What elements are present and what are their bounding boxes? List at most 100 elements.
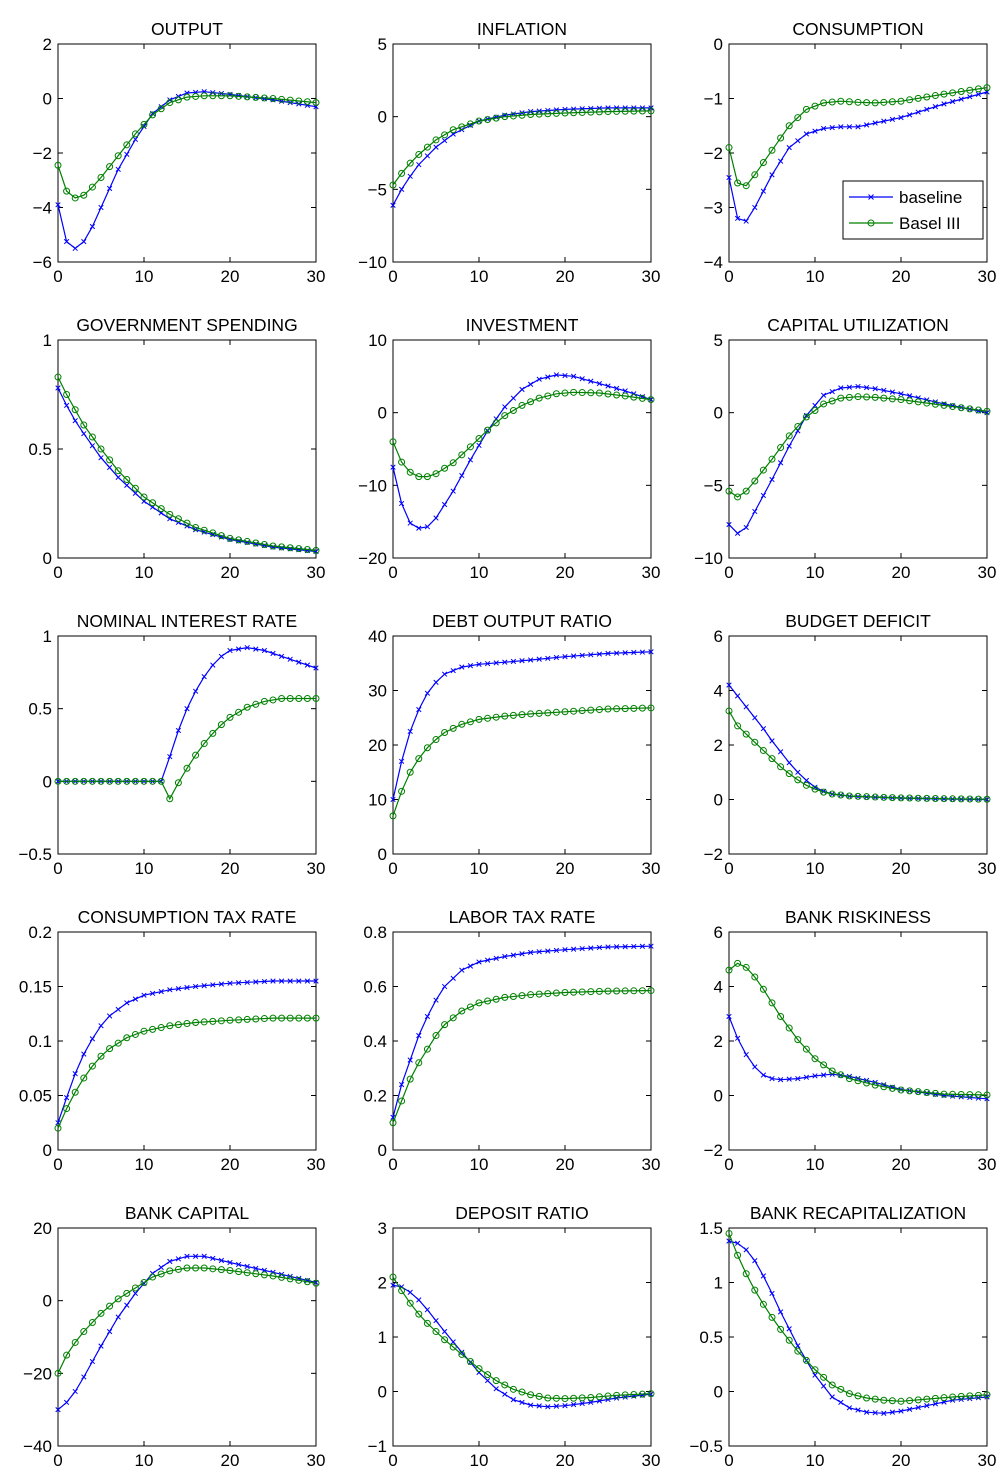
- data-point-x: [613, 650, 620, 656]
- data-point-x: [441, 501, 448, 508]
- data-point-o: [742, 182, 750, 190]
- data-point-o: [157, 1024, 165, 1032]
- data-point-o: [604, 108, 612, 116]
- x-tick-label: 0: [388, 1451, 397, 1470]
- data-point-x: [287, 978, 293, 984]
- series-baseline: [55, 1253, 319, 1413]
- data-point-o: [278, 1014, 286, 1022]
- data-point-x: [570, 946, 577, 952]
- data-point-o: [544, 110, 552, 118]
- data-point-x: [906, 1406, 913, 1412]
- data-point-o: [854, 792, 862, 800]
- x-tick-label: 20: [221, 859, 240, 878]
- y-tick-label: −10: [358, 253, 387, 272]
- data-point-o: [166, 1022, 174, 1030]
- data-point-o: [295, 545, 303, 553]
- y-tick-label: 0.8: [363, 923, 387, 942]
- data-point-o: [406, 159, 414, 167]
- data-point-o: [802, 1045, 810, 1053]
- data-point-o: [578, 389, 586, 397]
- data-point-o: [794, 1347, 802, 1355]
- series-baseline: [726, 89, 990, 224]
- data-point-x: [812, 402, 818, 409]
- data-point-o: [759, 746, 767, 754]
- data-point-o: [638, 394, 646, 402]
- data-point-x: [227, 647, 233, 654]
- data-point-o: [621, 107, 629, 115]
- data-point-o: [949, 89, 957, 97]
- data-point-o: [54, 161, 62, 169]
- data-point-x: [820, 1072, 827, 1078]
- data-point-o: [149, 1025, 157, 1033]
- data-point-x: [106, 464, 113, 471]
- data-point-o: [888, 1397, 896, 1405]
- data-point-x: [605, 105, 611, 111]
- data-point-o: [235, 708, 243, 716]
- data-point-o: [647, 987, 655, 995]
- data-point-o: [854, 1392, 862, 1400]
- data-point-o: [595, 1393, 603, 1401]
- data-point-o: [871, 99, 879, 107]
- data-point-o: [837, 791, 845, 799]
- data-point-o: [200, 1018, 208, 1026]
- data-point-o: [777, 444, 785, 452]
- data-point-x: [975, 91, 982, 98]
- data-point-x: [98, 455, 104, 461]
- data-point-o: [183, 1264, 191, 1272]
- data-point-x: [915, 1404, 921, 1411]
- data-point-x: [881, 1410, 887, 1416]
- data-point-o: [80, 1074, 88, 1082]
- data-point-o: [777, 763, 785, 771]
- data-point-o: [734, 1251, 742, 1259]
- data-point-o: [269, 95, 277, 102]
- data-point-x: [829, 125, 835, 131]
- x-tick-label: 10: [470, 1451, 489, 1470]
- data-point-x: [734, 530, 741, 536]
- data-point-o: [509, 711, 517, 719]
- data-point-x: [527, 949, 534, 956]
- data-point-o: [235, 536, 243, 544]
- data-point-x: [803, 777, 810, 784]
- data-point-x: [296, 659, 302, 665]
- data-point-x: [622, 650, 628, 656]
- y-tick-label: −5: [704, 476, 723, 495]
- x-tick-label: 0: [388, 1155, 397, 1174]
- data-point-o: [458, 1350, 466, 1358]
- data-point-o: [837, 394, 845, 402]
- data-point-x: [278, 978, 285, 984]
- data-point-x: [631, 943, 637, 950]
- data-point-x: [639, 649, 646, 655]
- data-point-x: [98, 204, 104, 211]
- data-point-x: [433, 144, 439, 150]
- data-point-o: [484, 426, 492, 434]
- chart-panel-2: CONSUMPTION 0 10 20 30 −4 −3 −2 −1 0 baseline Basel…: [704, 19, 997, 286]
- chart-panel-9: CONSUMPTION TAX RATE 0 10 20 30 0 0.05 0.1 0.15 0…: [19, 907, 326, 1174]
- data-point-o: [725, 487, 733, 495]
- data-point-x: [812, 1073, 818, 1079]
- data-point-x: [570, 106, 577, 112]
- data-point-o: [768, 755, 776, 763]
- data-point-o: [578, 988, 586, 996]
- data-point-o: [630, 704, 638, 712]
- data-point-o: [54, 777, 62, 785]
- data-point-o: [914, 1396, 922, 1404]
- data-point-o: [734, 959, 742, 967]
- y-tick-label: 0.1: [28, 1032, 52, 1051]
- y-tick-label: 1.5: [699, 1219, 723, 1238]
- data-point-o: [423, 473, 431, 481]
- data-point-o: [71, 777, 79, 785]
- data-point-x: [433, 679, 439, 685]
- data-point-x: [872, 120, 878, 126]
- y-tick-label: 5: [714, 331, 723, 350]
- data-point-o: [466, 1358, 474, 1366]
- y-tick-label: −10: [694, 549, 723, 568]
- data-point-o: [260, 94, 268, 102]
- y-tick-label: 20: [368, 736, 387, 755]
- data-point-x: [752, 1064, 758, 1070]
- data-point-x: [424, 690, 431, 696]
- data-point-x: [175, 986, 182, 992]
- data-point-x: [648, 649, 654, 655]
- data-point-o: [149, 499, 157, 507]
- data-point-o: [441, 464, 449, 472]
